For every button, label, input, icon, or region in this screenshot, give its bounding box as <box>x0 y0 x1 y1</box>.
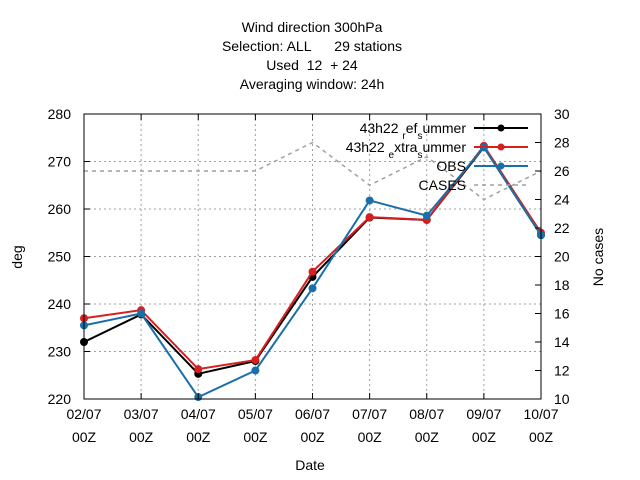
legend-marker-43h22-ref-summer <box>497 124 505 132</box>
x-tick-label-time: 00Z <box>472 429 497 445</box>
series-line-cases <box>84 141 542 201</box>
grid <box>84 114 541 399</box>
axes: 220 230 240 250 260 270 280 10 12 14 16 18 20 22 24 26 2… <box>48 106 570 445</box>
x-tick-label: 06/07 <box>295 406 330 422</box>
y2-tick-label: 24 <box>554 192 570 208</box>
y-tick-label: 250 <box>48 249 72 265</box>
y2-tick-label: 12 <box>554 363 570 379</box>
title-line-4: Averaging window: 24h <box>240 76 385 92</box>
y2-tick-label: 28 <box>554 135 570 151</box>
y2-tick-label: 22 <box>554 220 570 236</box>
y-tick-label: 280 <box>48 106 72 122</box>
x-tick-label-time: 00Z <box>358 429 383 445</box>
chart-title: Wind direction 300hPa Selection: ALL 29 s… <box>222 19 402 92</box>
series-layer <box>80 141 545 402</box>
x-tick-label-time: 00Z <box>529 429 554 445</box>
data-point-43h22-extra-summer <box>308 267 317 276</box>
y2-tick-label: 18 <box>554 277 570 293</box>
data-point-43h22-extra-summer <box>251 356 260 365</box>
y2-tick-label: 26 <box>554 163 570 179</box>
x-tick-label: 04/07 <box>181 406 216 422</box>
x-axis-label: Date <box>295 457 325 473</box>
legend-label-43h22-extra-summer: 43h22 extrasummer <box>346 139 467 161</box>
x-tick-label-time: 00Z <box>129 429 154 445</box>
y-tick-label: 220 <box>48 391 72 407</box>
x-tick-label-time: 00Z <box>243 429 268 445</box>
data-point-43h22-extra-summer <box>194 365 203 374</box>
y-tick-label: 230 <box>48 344 72 360</box>
data-point-obs <box>137 309 146 318</box>
x-tick-label-time: 00Z <box>186 429 211 445</box>
x-tick-label: 05/07 <box>238 406 273 422</box>
x-tick-label-time: 00Z <box>415 429 440 445</box>
y2-tick-label: 30 <box>554 106 570 122</box>
data-point-obs <box>308 284 317 293</box>
x-tick-label-time: 00Z <box>72 429 97 445</box>
y2-tick-label: 10 <box>554 391 570 407</box>
y-tick-label: 260 <box>48 201 72 217</box>
x-tick-label: 10/07 <box>523 406 558 422</box>
legend-marker-obs <box>497 162 505 170</box>
y-axis-label: deg <box>9 245 25 268</box>
legend-label-cases: CASES <box>419 177 466 193</box>
data-point-obs <box>365 196 374 205</box>
data-point-43h22-extra-summer <box>365 213 374 222</box>
y2-axis-label: No cases <box>590 228 606 286</box>
title-line-2: Selection: ALL 29 stations <box>222 38 402 54</box>
x-tick-label: 07/07 <box>352 406 387 422</box>
plot-frame <box>83 113 542 400</box>
x-tick-label: 09/07 <box>466 406 501 422</box>
legend-label-43h22-ref-summer: 43h22 refsummer <box>360 120 467 142</box>
x-tick-label-time: 00Z <box>300 429 325 445</box>
x-tick-label: 08/07 <box>409 406 444 422</box>
x-tick-label: 03/07 <box>124 406 159 422</box>
legend-label-obs: OBS <box>436 158 466 174</box>
y2-tick-label: 14 <box>554 334 570 350</box>
legend-marker-43h22-extra-summer <box>497 143 505 151</box>
y2-tick-label: 16 <box>554 306 570 322</box>
y-tick-label: 270 <box>48 154 72 170</box>
data-point-obs <box>422 211 431 220</box>
x-tick-label: 02/07 <box>66 406 101 422</box>
y2-tick-label: 20 <box>554 249 570 265</box>
y-tick-label: 240 <box>48 296 72 312</box>
data-point-obs <box>251 366 260 375</box>
title-line-1: Wind direction 300hPa <box>242 19 383 35</box>
title-line-3: Used 12 + 24 <box>266 57 358 73</box>
